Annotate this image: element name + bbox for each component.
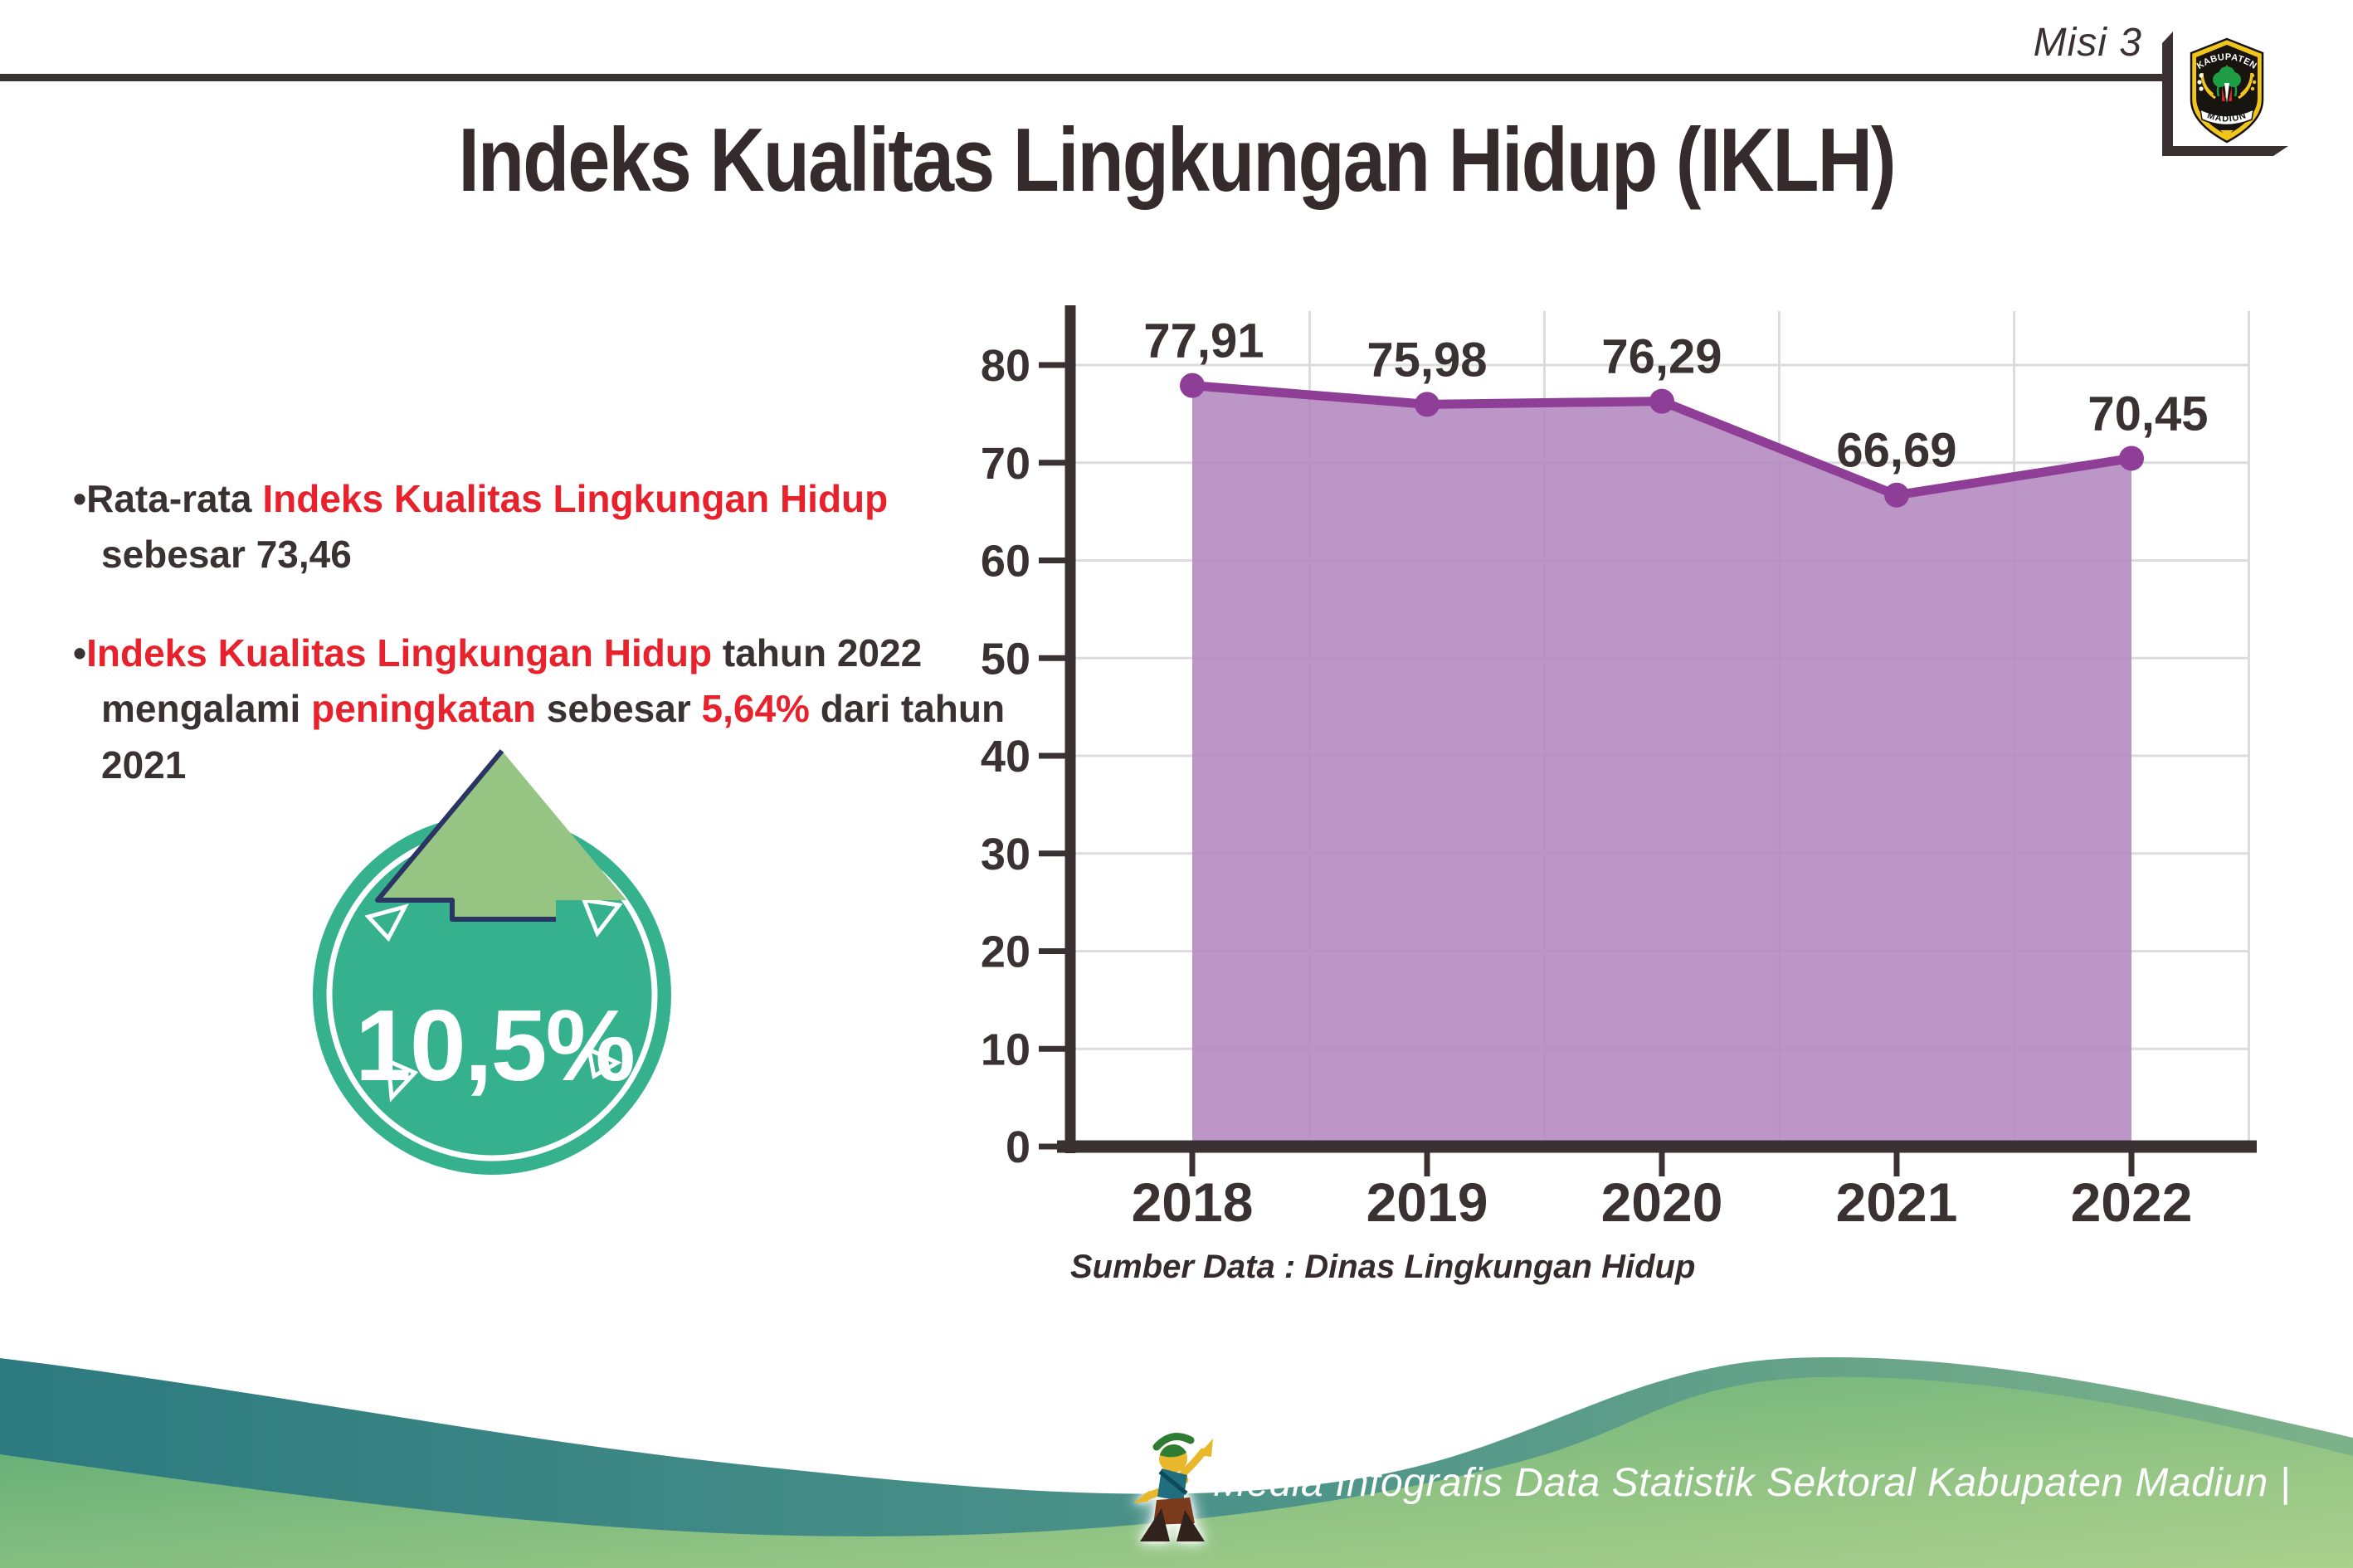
chart-x-tick-label: 2021 [1836,1171,1958,1233]
kabupaten-madiun-logo-icon: KABUPATEN ★ MADIUN [2190,37,2264,144]
logo-corner-bracket-vertical [2162,32,2173,156]
chart-point [1649,388,1674,414]
chart-value-label: 75,98 [1366,333,1487,387]
chart-y-tick-label: 10 [981,1025,1030,1074]
chart-point [1180,373,1205,398]
notes-section: •Rata-rata Indeks Kualitas Lingkungan Hi… [73,471,1011,836]
chart-x-tick-label: 2020 [1601,1171,1723,1233]
iklh-area-chart: 77,91 75,98 76,29 66,69 70,45 0 10 20 30 40 50 60 70… [981,305,2257,1285]
footer-wave [0,1357,2353,1568]
note-text-segment: Rata-rata [86,477,263,520]
note-text-segment: 5,64% [701,687,810,731]
footer-wave-green [0,1376,2353,1568]
chart-y-tick-label: 70 [981,439,1030,489]
note-text-segment: sebesar 73,46 [101,533,352,577]
badge-value: 10,5% [355,989,634,1102]
chart-y-tick-label: 20 [981,928,1030,977]
logo-corner-bracket-horizontal [2162,146,2288,156]
badge-triangle-icon [364,903,409,942]
page-title: Indeks Kualitas Lingkungan Hidup (IKLH) [0,110,2353,210]
badge-triangle-icon [386,1058,419,1103]
up-arrow-outline [375,749,556,922]
chart-value-label: 76,29 [1601,330,1722,384]
bullet-marker: • [73,631,87,675]
misi-label: Misi 3 [2033,21,2142,65]
chart-value-label: 66,69 [1836,424,1956,478]
note-text-segment: sebesar [536,687,702,731]
note-average-iklh: •Rata-rata Indeks Kualitas Lingkungan Hi… [73,471,1011,582]
chart-point [1884,482,1909,508]
footer-caption: Media Infografis Data Statistik Sektoral… [1213,1461,2291,1505]
chart-point [1415,392,1440,417]
note-text-segment: peningkatan [311,687,537,731]
note-text-segment: Indeks Kualitas Lingkungan Hidup [262,477,889,520]
note-text-segment: Indeks Kualitas Lingkungan Hidup [86,631,713,675]
chart-y-tick-label: 60 [981,537,1030,587]
chart-area [1192,385,2131,1147]
note-text-segment: dari tahun 2021 [101,687,1006,786]
badge-triangle-icon [586,1045,622,1079]
chart-y-tick-label: 30 [981,830,1030,879]
header-rule [0,74,2162,81]
chart-value-label: 77,91 [1143,314,1264,368]
chart-x-tick-label: 2019 [1366,1171,1488,1233]
bullet-marker: • [73,477,87,520]
chart-point [2119,446,2144,471]
up-arrow-icon [378,751,626,919]
chart-x-tick-label: 2018 [1132,1171,1254,1233]
increase-badge: 10,5% [313,749,671,1175]
chart-y-tick-label: 0 [1006,1122,1030,1172]
chart-x-tick-label: 2022 [2071,1171,2193,1233]
chart-y-tick-label: 50 [981,634,1030,684]
chart-y-tick-label: 40 [981,732,1030,782]
chart-value-label: 70,45 [2087,387,2208,441]
logo-bottom-text: MADIUN [2206,110,2248,124]
note-text-segment: tahun 2022 mengalami [101,631,923,731]
mascot-logo-icon [1133,1433,1213,1541]
note-increase-2022: •Indeks Kualitas Lingkungan Hidup tahun … [73,626,1011,792]
chart-y-tick-label: 80 [981,341,1030,391]
page-title-text: Indeks Kualitas Lingkungan Hidup (IKLH) [458,110,1896,211]
chart-source-note: Sumber Data : Dinas Lingkungan Hidup [1070,1249,1695,1285]
badge-triangle-icon [581,897,623,938]
